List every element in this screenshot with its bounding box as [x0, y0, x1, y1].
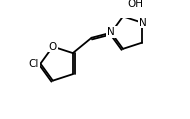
- Text: O: O: [49, 42, 57, 52]
- Text: Cl: Cl: [28, 59, 39, 69]
- Text: N: N: [139, 18, 147, 28]
- Text: OH: OH: [128, 0, 144, 9]
- Text: N: N: [108, 27, 116, 37]
- Text: N: N: [107, 27, 115, 37]
